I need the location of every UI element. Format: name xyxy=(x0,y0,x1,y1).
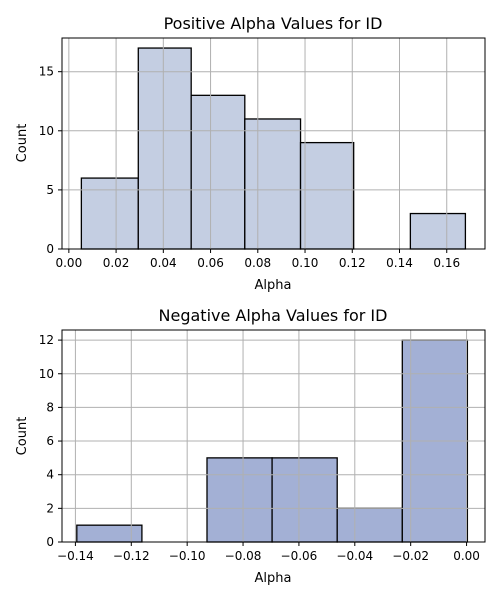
y-tick-label: 0 xyxy=(46,242,54,256)
y-axis-ticks: 0 5 10 15 xyxy=(39,65,62,256)
y-axis-label: Count xyxy=(15,417,30,456)
y-tick-label: 6 xyxy=(46,434,54,448)
y-axis-label: Count xyxy=(15,124,30,163)
x-tick-label: −0.04 xyxy=(336,549,373,563)
y-tick-label: 8 xyxy=(46,400,54,414)
histogram-bar xyxy=(80,177,139,250)
histogram-bar xyxy=(190,94,246,250)
x-tick-label: −0.10 xyxy=(169,549,206,563)
y-tick-label: 10 xyxy=(39,367,54,381)
x-tick-label: −0.02 xyxy=(392,549,429,563)
x-tick-label: −0.08 xyxy=(225,549,262,563)
histogram-bar xyxy=(271,457,338,543)
y-tick-label: 12 xyxy=(39,333,54,347)
y-tick-label: 10 xyxy=(39,124,54,138)
chart-title: Positive Alpha Values for ID xyxy=(164,14,383,33)
x-tick-label: 0.00 xyxy=(453,549,480,563)
histogram-bar xyxy=(206,457,273,543)
x-axis-ticks: 0.00 0.02 0.04 0.06 0.08 0.10 0.12 0.14 0.16 xyxy=(55,249,460,270)
x-tick-label: 0.12 xyxy=(339,256,366,270)
chart-title: Negative Alpha Values for ID xyxy=(159,306,388,325)
x-tick-label: 0.02 xyxy=(103,256,130,270)
plot-frame xyxy=(61,329,486,543)
x-tick-label: −0.06 xyxy=(281,549,318,563)
histogram-bar xyxy=(137,47,192,250)
y-tick-label: 15 xyxy=(39,65,54,79)
histogram-bar xyxy=(244,118,302,250)
x-tick-label: 0.04 xyxy=(150,256,177,270)
y-tick-label: 0 xyxy=(46,535,54,549)
x-axis-label: Alpha xyxy=(255,571,292,586)
x-tick-label: −0.14 xyxy=(57,549,94,563)
x-axis-label: Alpha xyxy=(255,278,292,293)
x-tick-label: −0.12 xyxy=(113,549,150,563)
histogram-bar xyxy=(299,141,355,250)
x-tick-label: 0.00 xyxy=(55,256,82,270)
x-tick-label: 0.10 xyxy=(292,256,319,270)
y-tick-label: 2 xyxy=(46,501,54,515)
x-tick-label: 0.08 xyxy=(244,256,271,270)
y-axis-ticks: 0 2 4 6 8 10 12 xyxy=(39,333,62,549)
x-tick-label: 0.06 xyxy=(197,256,224,270)
histogram-bar xyxy=(409,212,467,250)
histogram-bar xyxy=(336,507,403,543)
x-axis-ticks: −0.14 −0.12 −0.10 −0.08 −0.06 −0.04 −0.02 0.00 xyxy=(57,542,480,563)
plot-frame xyxy=(61,37,486,250)
positive-alpha-histogram: Positive Alpha Values for ID Alpha Count… xyxy=(15,14,486,293)
y-tick-label: 4 xyxy=(46,468,54,482)
x-tick-label: 0.16 xyxy=(433,256,460,270)
bars xyxy=(80,47,467,250)
x-tick-label: 0.14 xyxy=(386,256,413,270)
negative-alpha-histogram: Negative Alpha Values for ID Alpha Count… xyxy=(15,306,486,586)
histogram-bar xyxy=(76,524,143,543)
y-tick-label: 5 xyxy=(46,183,54,197)
